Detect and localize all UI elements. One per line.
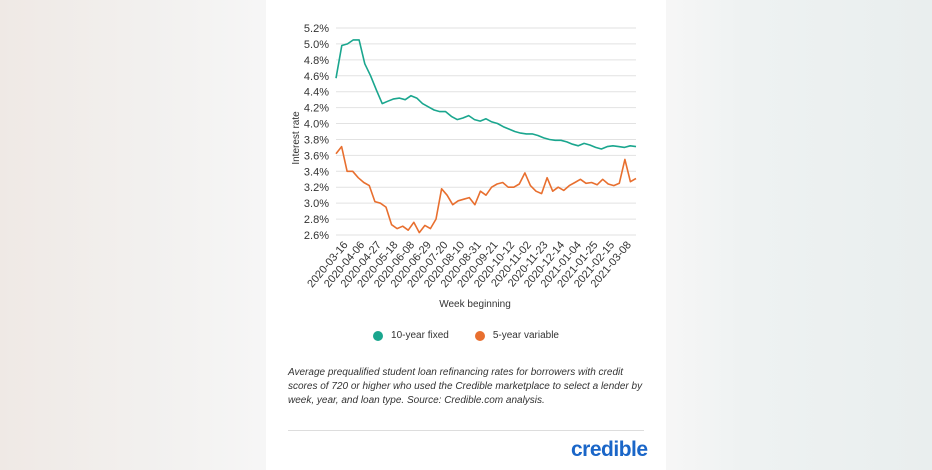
y-tick-label: 2.6%	[304, 230, 329, 242]
y-tick-label: 3.0%	[304, 198, 329, 210]
y-tick-label: 2.8%	[304, 214, 329, 226]
y-tick-label: 4.2%	[304, 103, 329, 115]
legend: 10-year fixed 5-year variable	[266, 330, 666, 341]
legend-label: 5-year variable	[492, 330, 559, 341]
legend-label: 10-year fixed	[391, 330, 449, 341]
credible-logo: credible	[571, 438, 648, 461]
y-tick-label: 3.4%	[304, 166, 329, 178]
legend-swatch-orange-icon	[474, 330, 485, 341]
divider	[288, 430, 644, 431]
y-tick-label: 3.2%	[304, 182, 329, 194]
y-tick-label: 4.6%	[304, 71, 329, 83]
y-tick-label: 3.6%	[304, 150, 329, 162]
y-tick-label: 3.8%	[304, 134, 329, 146]
y-tick-label: 4.0%	[304, 119, 329, 131]
y-tick-label: 5.2%	[304, 23, 329, 35]
legend-swatch-teal-icon	[373, 330, 384, 341]
y-axis-title: Interest rate	[291, 111, 302, 165]
y-tick-label: 4.4%	[304, 87, 329, 99]
x-tick-labels: 2020-03-162020-04-062020-04-272020-05-18…	[305, 239, 634, 290]
series-lines	[335, 39, 637, 234]
y-tick-label: 4.8%	[304, 55, 329, 67]
series-line-5-year-variable	[335, 145, 637, 234]
line-chart: 2.6% 2.8% 3.0% 3.2% 3.4% 3.6% 3.8% 4.0% 4.2% 4.4%…	[291, 23, 637, 310]
y-tick-labels: 2.6% 2.8% 3.0% 3.2% 3.4% 3.6% 3.8% 4.0% 4.2% 4.4%…	[304, 23, 329, 242]
legend-item-5-year-variable: 5-year variable	[474, 330, 559, 341]
y-tick-label: 5.0%	[304, 39, 329, 51]
gridlines	[336, 27, 636, 236]
chart-card: 2.6% 2.8% 3.0% 3.2% 3.4% 3.6% 3.8% 4.0% 4.2% 4.4%…	[266, 0, 666, 470]
chart-caption: Average prequalified student loan refina…	[288, 367, 643, 406]
x-axis-title: Week beginning	[439, 299, 511, 310]
legend-item-10-year-fixed: 10-year fixed	[373, 330, 449, 341]
series-line-10-year-fixed	[335, 39, 637, 150]
